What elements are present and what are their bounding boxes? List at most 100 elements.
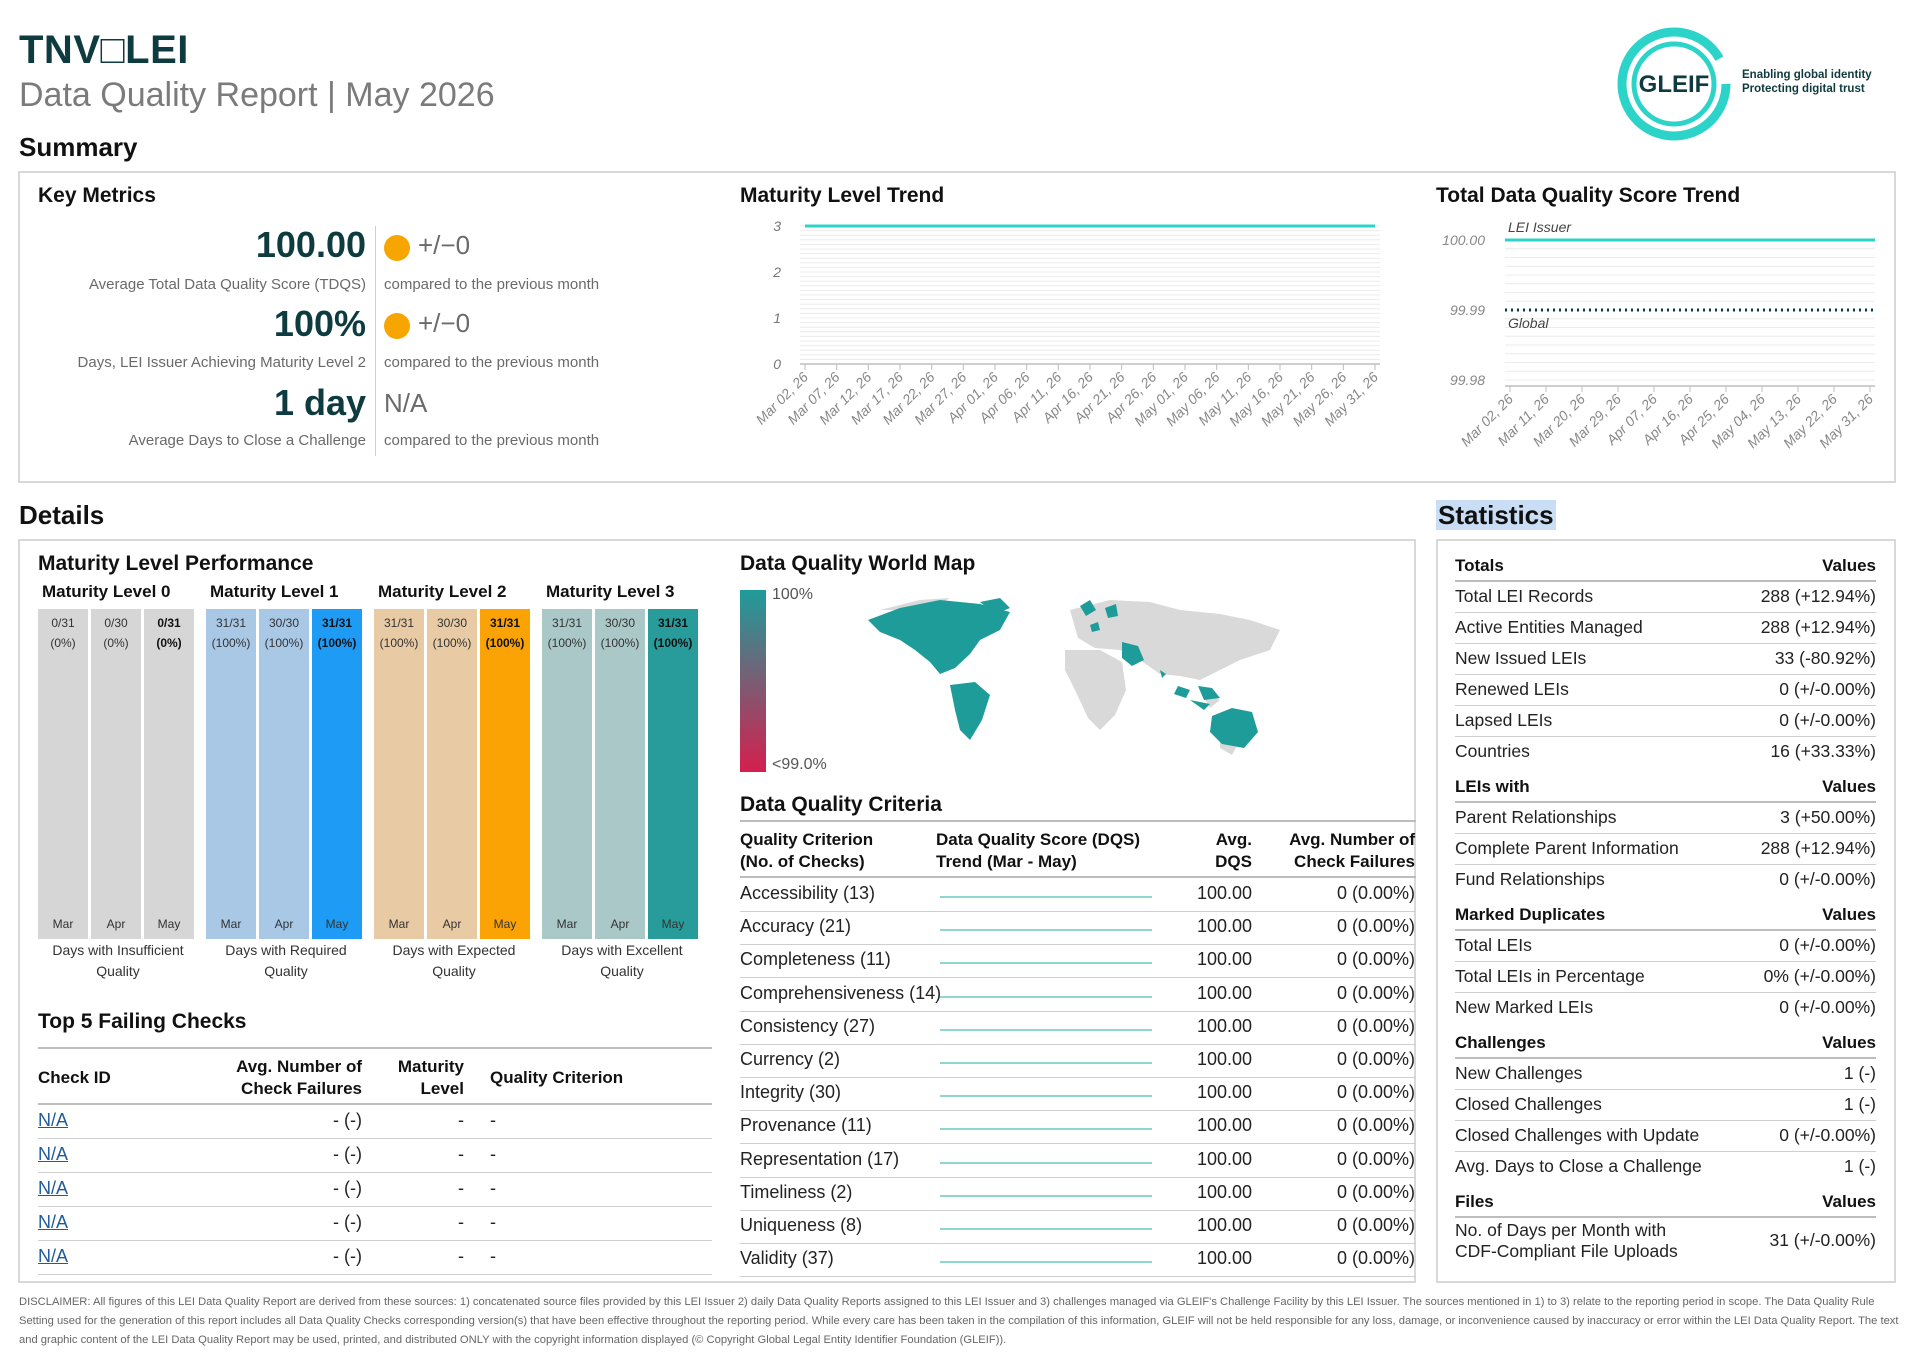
col-avg-failures-1: Avg. Number of [236,1057,362,1076]
maturity-bar-count: 31/31 [657,616,689,630]
maturity-bar-month: Apr [610,917,630,931]
stat-group-title: LEIs with [1455,777,1530,796]
criterion-avg-failures: 0 (0.00%) [1336,883,1415,903]
criteria-col-criterion-2: (No. of Checks) [740,852,865,871]
criteria-title: Data Quality Criteria [740,793,942,816]
y-tick-label: 99.99 [1450,302,1485,318]
maturity-bar-value: 0/31 (0%) [144,613,194,653]
row-divider [740,1176,1416,1178]
y-tick-label: 1 [773,310,781,326]
maturity-bar: 31/31 (100%) Mar [542,609,592,939]
criterion-trend-sparkline [940,1028,1152,1031]
check-id-link[interactable]: N/A [38,1212,69,1232]
maturity-bar-count: 30/30 [436,616,468,630]
row-divider [740,1077,1416,1078]
criterion-avg-failures: 0 (0.00%) [1336,1115,1415,1136]
criterion-avg-dqs: 100.00 [1196,1181,1252,1202]
row-divider [740,1043,1416,1045]
maturity-level-2-caption: Days with Expected Quality [392,942,516,979]
criterion-avg-dqs: 100.00 [1196,1148,1252,1169]
maturity-bar-pct: (100%) [600,636,640,650]
statistics-panel [1436,539,1896,1283]
stat-value: 0 (+/-0.00%) [1779,1125,1876,1145]
stat-row-divider [1455,1151,1876,1152]
maturity-trend-title: Maturity Level Trend [740,184,945,207]
criterion-avg-failures: 0 (0.00%) [1336,1015,1415,1036]
maturity-bar-month: Mar [220,917,242,931]
row-divider [740,1243,1416,1244]
stat-value: 0 (+/-0.00%) [1779,679,1876,699]
criterion-avg-failures: 0 (0.00%) [1336,982,1415,1003]
maturity-bar-value: 31/31 (100%) [648,613,698,653]
maturity-bar-pct: (100%) [432,636,472,650]
maturity-bar: 31/31 (100%) May [312,609,362,939]
maturity-bar-count: 0/31 [51,616,75,630]
stat-label: Fund Relationships [1455,869,1605,889]
world-map [868,598,1280,755]
check-id-link[interactable]: N/A [38,1144,69,1164]
stat-value: 288 (+12.94%) [1760,617,1876,637]
stat-label: New Issued LEIs [1455,648,1587,668]
stat-row-divider [1455,833,1876,834]
map-legend-high: 100% [772,586,813,603]
challenge-days-delta: N/A [384,388,428,418]
row-divider [740,1143,1416,1145]
maturity-level-2-title: Maturity Level 2 [378,582,507,601]
check-avg-failures: - (-) [333,1178,362,1198]
criterion-avg-dqs: 100.00 [1196,949,1252,970]
maturity-bar-pct: (100%) [547,636,587,650]
criterion-trend-sparkline [940,1228,1152,1230]
maturity-bar: 31/31 (100%) May [480,609,530,939]
maturity-bar-month: Mar [52,917,74,931]
criterion-trend-sparkline [940,1062,1152,1064]
stat-group-rule [1455,1057,1876,1059]
maturity-bar-count: 31/31 [489,616,521,630]
check-id-link[interactable]: N/A [38,1110,69,1130]
col-check-id: Check ID [38,1068,111,1087]
stat-value: 288 (+12.94%) [1760,586,1876,606]
maturity-bar-count: 31/31 [215,616,247,630]
maturity-bar: 30/30 (100%) Apr [259,609,309,939]
col-quality-criterion: Quality Criterion [490,1068,624,1087]
criterion-trend-sparkline [940,1095,1152,1098]
check-id-link[interactable]: N/A [38,1246,69,1266]
stat-values-header: Values [1822,777,1876,796]
maturity-bar-count: 31/31 [383,616,415,630]
stat-group-rule [1455,580,1876,582]
maturity-bar-count: 0/30 [104,616,128,630]
y-tick-label: 0 [773,356,781,372]
check-id-link[interactable]: N/A [38,1178,69,1198]
stat-group-rule [1455,801,1876,803]
details-heading: Details [19,500,105,530]
maturity-level-3-title: Maturity Level 3 [546,582,675,601]
stat-row-divider [1455,736,1876,737]
challenge-days-label: Average Days to Close a Challenge [128,432,366,449]
criterion-name: Integrity (30) [740,1082,842,1103]
gleif-logo: GLEIF [1617,27,1731,141]
maturity-bar-count: 31/31 [321,616,353,630]
stat-row-divider [1455,1120,1876,1121]
col-maturity-2: Level [420,1079,464,1098]
maturity-bar-value: 0/30 (0%) [91,613,141,653]
criterion-avg-failures: 0 (0.00%) [1336,949,1415,970]
maturity-bar-value: 31/31 (100%) [312,613,362,653]
maturity-level-0-title: Maturity Level 0 [42,582,171,601]
row-divider [38,1240,712,1241]
criterion-avg-dqs: 100.00 [1196,1015,1252,1036]
col-avg-failures-2: Check Failures [241,1079,362,1098]
criterion-name: Representation (17) [740,1148,900,1169]
maturity-bar-month: Apr [106,917,126,931]
criterion-trend-sparkline [940,929,1152,932]
row-divider [38,1172,712,1173]
row-divider [38,1206,712,1207]
stat-row-divider [1455,992,1876,993]
y-tick-label: 2 [772,264,781,280]
maturity-bar-value: 31/31 (100%) [374,613,424,653]
maturity-level-3-caption: Days with Excellent Quality [561,942,683,979]
row-divider [740,1276,1416,1278]
logo-text: GLEIF [1639,71,1710,98]
criterion-trend-sparkline [940,1194,1152,1197]
criterion-avg-failures: 0 (0.00%) [1336,916,1415,937]
